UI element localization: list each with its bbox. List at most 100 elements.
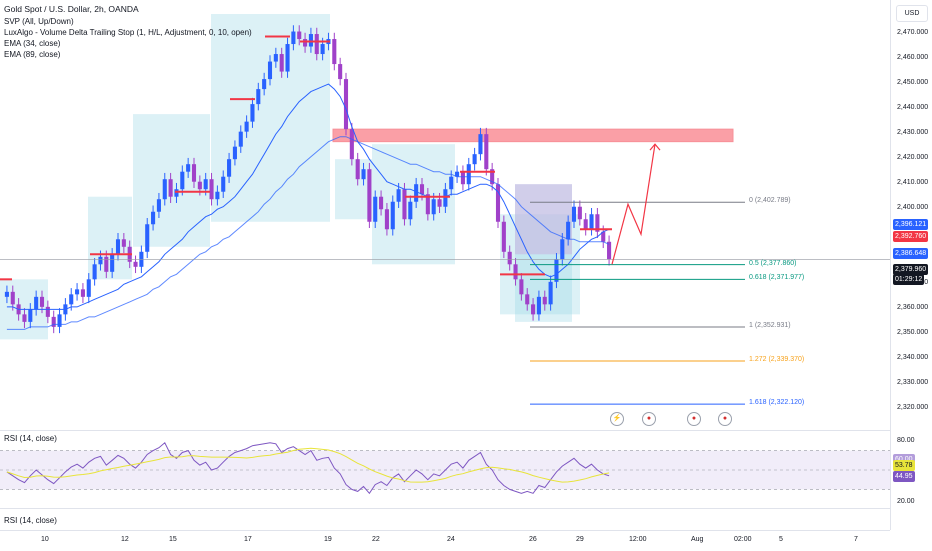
candle-body	[437, 199, 442, 207]
candle-body	[490, 169, 495, 185]
candle-body	[98, 256, 103, 265]
projection-arrow	[611, 144, 656, 265]
candle-body	[390, 201, 395, 230]
candle-body	[361, 169, 366, 180]
candle-body	[478, 134, 483, 155]
candle-body	[460, 171, 465, 185]
price-scale-label: 2,330.000	[897, 379, 929, 387]
candle-body	[238, 131, 243, 147]
candle-body	[425, 194, 430, 215]
rsi-scale-20: 20.00	[897, 498, 915, 505]
pane-divider[interactable]	[0, 508, 890, 509]
us-flag-icon[interactable]: ●	[642, 412, 656, 426]
time-scale-label: 19	[324, 536, 332, 543]
rsi-chart	[0, 442, 890, 495]
candle-body	[174, 189, 179, 197]
rsi-ma-tag: 53.78	[893, 460, 915, 471]
candle-body	[86, 279, 91, 297]
rsi-pane[interactable]: RSI (14, close)	[0, 432, 890, 507]
time-scale-label: 26	[529, 536, 537, 543]
resistance-zone	[332, 128, 734, 143]
candle-body	[484, 134, 489, 170]
legend-svp[interactable]: SVP (All, Up/Down)	[4, 17, 74, 26]
fib-level-label: 1 (2,352.931)	[749, 322, 791, 330]
price-scale-label: 2,350.000	[897, 329, 929, 337]
rsi-ma-line	[6, 447, 610, 483]
candle-body	[548, 281, 553, 305]
time-scale[interactable]: 10 12 15 17 19 22 24 26 29 12:00 Aug 02:00 5 7	[0, 530, 890, 551]
candle-body	[449, 176, 454, 190]
fib-level-label: 0.5 (2,377.860)	[749, 259, 797, 267]
candle-body	[34, 296, 39, 310]
rsi-title[interactable]: RSI (14, close)	[4, 434, 57, 443]
candle-body	[209, 179, 214, 200]
price-scale-label: 2,320.000	[897, 404, 929, 412]
candle-body	[495, 184, 501, 222]
candle-body	[314, 34, 319, 55]
candle-body	[22, 314, 27, 322]
currency-button[interactable]: USD	[896, 5, 928, 22]
ema89-line	[6, 136, 610, 330]
time-scale-label: 22	[372, 536, 380, 543]
candle-body	[279, 54, 284, 72]
rsi-value-tag: 44.95	[893, 471, 915, 482]
candle-body	[250, 104, 255, 122]
rsi2-title[interactable]: RSI (14, close)	[4, 516, 57, 525]
candle-body	[519, 279, 524, 295]
candle-body	[256, 89, 261, 105]
candle-body	[589, 214, 594, 230]
time-scale-label: 12	[121, 536, 129, 543]
candle-body	[373, 196, 378, 222]
candle-body	[151, 211, 156, 225]
candle-body	[466, 164, 471, 185]
candle-body	[162, 179, 167, 200]
candle-body	[69, 294, 74, 305]
candle-body	[349, 129, 354, 160]
pane-divider[interactable]	[0, 430, 890, 431]
candle-body	[75, 289, 80, 295]
candle-body	[28, 309, 33, 322]
price-chart[interactable]	[0, 0, 890, 428]
countdown-tag: 01:29:12	[893, 274, 925, 285]
price-scale-label: 2,420.000	[897, 154, 929, 162]
candle-body	[92, 264, 97, 280]
fib-level-label: 0.618 (2,371.977)	[749, 274, 805, 282]
legend-ema34[interactable]: EMA (34, close)	[4, 39, 61, 48]
price-tag: 2,392.760	[893, 231, 929, 242]
chart-title: Gold Spot / U.S. Dollar, 2h, OANDA	[4, 4, 139, 14]
candle-body	[554, 259, 559, 282]
candle-body	[542, 296, 547, 305]
time-scale-label: 15	[169, 536, 177, 543]
price-scale-label: 2,340.000	[897, 354, 929, 362]
candle-body	[320, 44, 325, 55]
price-scale-label: 2,460.000	[897, 54, 929, 62]
price-scale-label: 2,410.000	[897, 179, 929, 187]
candle-body	[355, 159, 360, 180]
legend-ema89[interactable]: EMA (89, close)	[4, 50, 61, 59]
candle-body	[57, 314, 62, 327]
last-price-tag: 2,379.960	[893, 264, 929, 275]
candle-body	[121, 239, 126, 247]
time-scale-label: 7	[854, 536, 858, 543]
candle-body	[367, 169, 372, 222]
price-scale[interactable]: 2,470.000 2,460.000 2,450.000 2,440.000 2,43…	[890, 0, 932, 530]
candle-body	[583, 219, 588, 230]
event-flag-icon[interactable]: ⚡	[610, 412, 624, 426]
candle-body	[303, 39, 308, 47]
candle-body	[115, 239, 121, 255]
rsi2-pane[interactable]: RSI (14, close)	[0, 510, 890, 530]
time-scale-label: 12:00	[629, 536, 647, 543]
candle-body	[262, 79, 267, 90]
ema89-price-tag: 2,386.648	[893, 248, 929, 259]
candle-body	[396, 189, 401, 202]
candle-body	[133, 261, 138, 267]
candle-body	[297, 31, 302, 40]
price-scale-label: 2,440.000	[897, 104, 929, 112]
us-flag-icon[interactable]: ●	[687, 412, 701, 426]
candle-body	[104, 256, 109, 272]
main-chart-pane[interactable]: Gold Spot / U.S. Dollar, 2h, OANDA SVP (…	[0, 0, 890, 428]
legend-luxalgo[interactable]: LuxAlgo - Volume Delta Trailing Stop (1,…	[4, 28, 252, 37]
price-scale-label: 2,450.000	[897, 79, 929, 87]
us-flag-icon[interactable]: ●	[718, 412, 732, 426]
candle-body	[577, 206, 582, 220]
